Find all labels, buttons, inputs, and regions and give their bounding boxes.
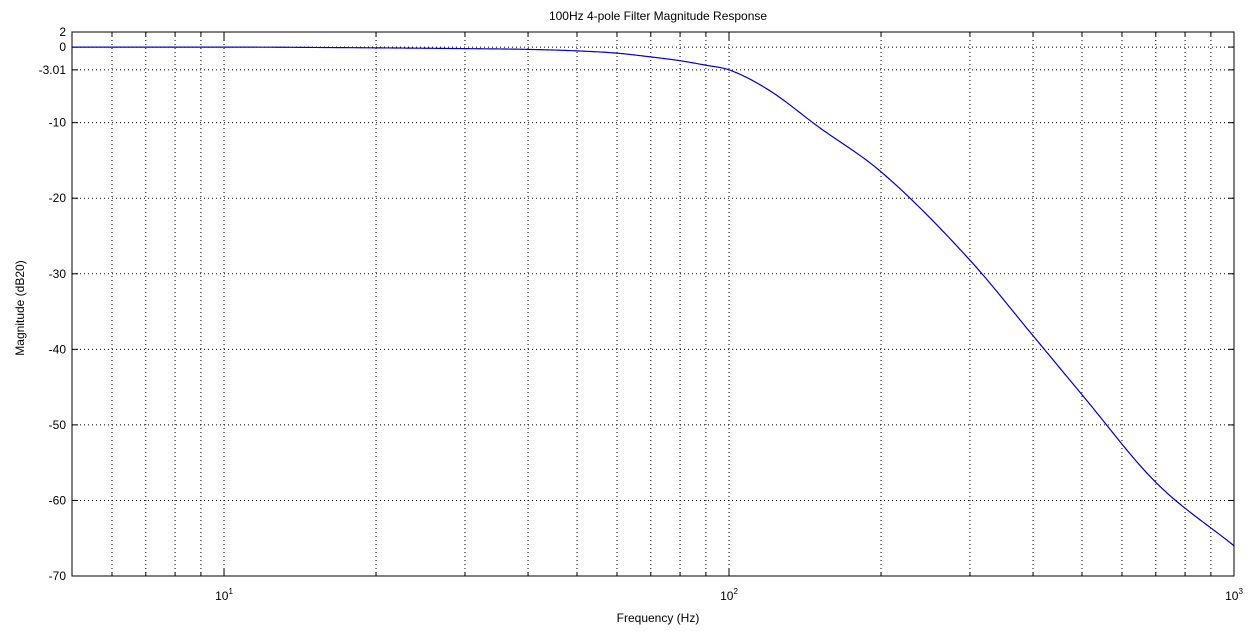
chart-title: 100Hz 4-pole Filter Magnitude Response xyxy=(549,9,767,23)
grid-layer xyxy=(72,31,1234,577)
y-tick-labels: 20 -3.01 -10 -20 -30 -40 -50 -60 -70 xyxy=(39,25,67,583)
y-tick-label: -30 xyxy=(49,267,67,281)
y-tick-label: -50 xyxy=(49,418,67,432)
y-tick-label: 0 xyxy=(59,40,66,54)
line-layer xyxy=(72,46,1235,547)
y-tick-label: -20 xyxy=(49,191,67,205)
plot-frame xyxy=(71,31,1235,577)
y-tick-label: -40 xyxy=(49,342,67,356)
y-tick-label: 2 xyxy=(59,25,66,39)
y-tick-label: -10 xyxy=(49,116,67,130)
y-tick-label: -70 xyxy=(49,569,67,583)
x-tick-label: 102 xyxy=(720,587,738,603)
y-tick-label: -60 xyxy=(49,493,67,507)
x-axis-title: Frequency (Hz) xyxy=(617,611,700,625)
x-tick-labels: 101 102 103 xyxy=(215,587,1243,603)
x-tick-label: 103 xyxy=(1225,587,1243,603)
y-axis-title: Magnitude (dB20) xyxy=(13,260,27,355)
y-tick-label: -3.01 xyxy=(39,63,67,77)
x-tick-label: 101 xyxy=(215,587,233,603)
response-curve xyxy=(72,46,1235,547)
